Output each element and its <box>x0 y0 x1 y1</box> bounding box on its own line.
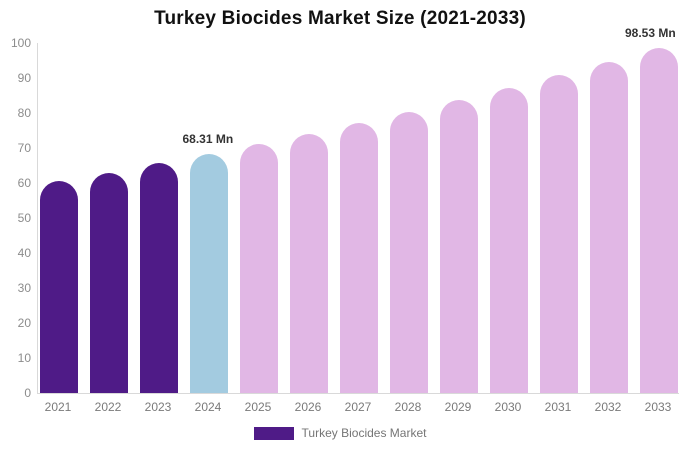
bar-2025 <box>240 143 278 393</box>
chart-title: Turkey Biocides Market Size (2021-2033) <box>154 8 526 29</box>
x-axis-label-2024: 2024 <box>194 400 222 414</box>
x-axis-label-2030: 2030 <box>494 400 522 414</box>
y-axis-label-80: 80 <box>17 106 31 120</box>
y-axis-label-30: 30 <box>17 281 31 295</box>
bar-2031 <box>540 75 578 393</box>
x-axis-label-2033: 2033 <box>644 400 672 414</box>
bar-2021 <box>40 181 78 393</box>
legend: Turkey Biocides Market <box>0 426 680 440</box>
bar-2030 <box>490 87 528 393</box>
bar-2027 <box>340 122 378 393</box>
y-axis-label-90: 90 <box>17 71 31 85</box>
bar-2026 <box>290 133 328 393</box>
bar-2032 <box>590 61 628 393</box>
bar-2033 <box>640 48 678 393</box>
y-axis-label-10: 10 <box>17 351 31 365</box>
y-axis-label-40: 40 <box>17 246 31 260</box>
x-axis-label-2022: 2022 <box>94 400 122 414</box>
y-axis-label-20: 20 <box>17 316 31 330</box>
y-axis-label-60: 60 <box>17 176 31 190</box>
y-axis-label-0: 0 <box>24 386 31 400</box>
y-axis-label-70: 70 <box>17 141 31 155</box>
x-axis-label-2029: 2029 <box>444 400 472 414</box>
x-axis-label-2031: 2031 <box>544 400 572 414</box>
bar-2024 <box>190 153 228 393</box>
bar-2022 <box>90 172 128 393</box>
bar-2028 <box>390 111 428 393</box>
plot-area <box>37 43 679 394</box>
x-axis-label-2027: 2027 <box>344 400 372 414</box>
y-axis-label-50: 50 <box>17 211 31 225</box>
x-axis-label-2028: 2028 <box>394 400 422 414</box>
annotation-2033: 98.53 Mn <box>625 26 676 41</box>
bar-2023 <box>140 163 178 393</box>
x-axis-label-2023: 2023 <box>144 400 172 414</box>
x-axis-label-2032: 2032 <box>594 400 622 414</box>
annotation-2024: 68.31 Mn <box>182 131 234 146</box>
y-axis-label-100: 100 <box>10 36 31 50</box>
x-axis-label-2026: 2026 <box>294 400 322 414</box>
x-axis-label-2025: 2025 <box>244 400 272 414</box>
bar-2029 <box>440 100 478 393</box>
legend-label: Turkey Biocides Market <box>301 426 427 440</box>
x-axis-label-2021: 2021 <box>44 400 72 414</box>
legend-swatch <box>253 426 294 440</box>
